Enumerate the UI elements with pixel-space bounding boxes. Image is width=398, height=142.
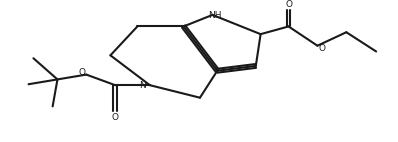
Text: O: O [285,0,292,9]
Text: O: O [112,113,119,122]
Text: O: O [319,44,326,53]
Text: NH: NH [208,11,221,20]
Text: O: O [78,68,85,77]
Text: N: N [139,81,146,90]
